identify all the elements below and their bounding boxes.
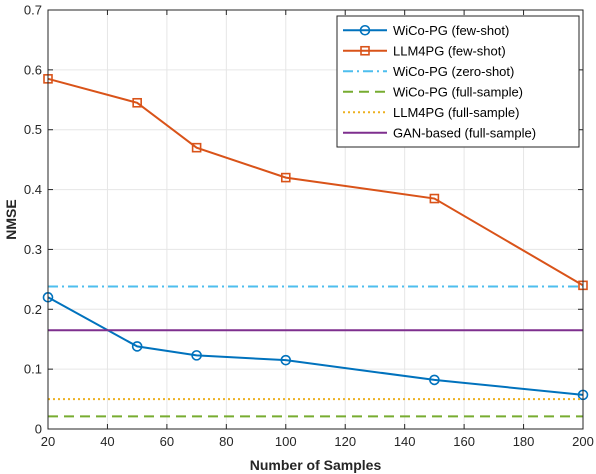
x-tick-label: 100	[275, 434, 297, 449]
legend-label: GAN-based (full-sample)	[393, 125, 536, 140]
legend: WiCo-PG (few-shot) LLM4PG (few-shot) WiCo-…	[336, 15, 580, 148]
legend-marker	[359, 24, 371, 36]
legend-entry-0: WiCo-PG (few-shot)	[343, 23, 509, 38]
y-tick-label: 0	[35, 422, 42, 437]
y-tick-label: 0.6	[24, 62, 42, 77]
data-point	[429, 193, 440, 204]
data-point	[132, 97, 142, 108]
data-point	[429, 374, 440, 386]
legend-entry-2: WiCo-PG (zero-shot)	[343, 64, 514, 79]
series-line	[47, 296, 584, 396]
y-tick-label: 0.2	[24, 302, 42, 317]
legend-label: WiCo-PG (full-sample)	[393, 84, 523, 99]
data-point	[131, 341, 143, 352]
y-tick-label: 0.3	[24, 242, 42, 257]
plot-frame	[47, 9, 584, 430]
legend-entry-1: LLM4PG (few-shot)	[343, 43, 506, 58]
x-tick-label: 140	[394, 434, 416, 449]
legend-entry-5: GAN-based (full-sample)	[343, 125, 536, 140]
legend-box	[336, 15, 580, 148]
legend-marker	[360, 45, 370, 56]
x-tick-label: 60	[160, 434, 174, 449]
y-tick-label: 0.7	[24, 3, 42, 18]
y-tick-label: 0.4	[24, 182, 42, 197]
series-line	[47, 77, 584, 287]
legend-entry-4: LLM4PG (full-sample)	[343, 105, 519, 120]
y-axis-label: NMSE	[3, 199, 19, 239]
ticks: 20 40 60 80 100 120 140 160 180 200 0 0.1 0.2 0.3 0.4 0…	[24, 3, 594, 450]
x-tick-label: 200	[572, 434, 594, 449]
x-tick-label: 120	[334, 434, 356, 449]
legend-label: LLM4PG (few-shot)	[393, 43, 506, 58]
data-point	[280, 172, 291, 183]
y-tick-label: 0.1	[24, 362, 42, 377]
legend-label: LLM4PG (full-sample)	[393, 105, 519, 120]
x-axis-label: Number of Samples	[250, 457, 382, 473]
legend-entry-3: WiCo-PG (full-sample)	[343, 84, 523, 99]
data-point	[191, 350, 202, 361]
x-tick-label: 80	[219, 434, 233, 449]
data-point	[191, 142, 202, 153]
x-tick-label: 180	[513, 434, 535, 449]
x-tick-label: 160	[453, 434, 475, 449]
x-tick-label: 40	[100, 434, 114, 449]
legend-label: WiCo-PG (few-shot)	[393, 23, 509, 38]
data-point	[280, 354, 292, 366]
x-tick-label: 20	[41, 434, 55, 449]
legend-label: WiCo-PG (zero-shot)	[393, 64, 514, 79]
y-tick-label: 0.5	[24, 122, 42, 137]
